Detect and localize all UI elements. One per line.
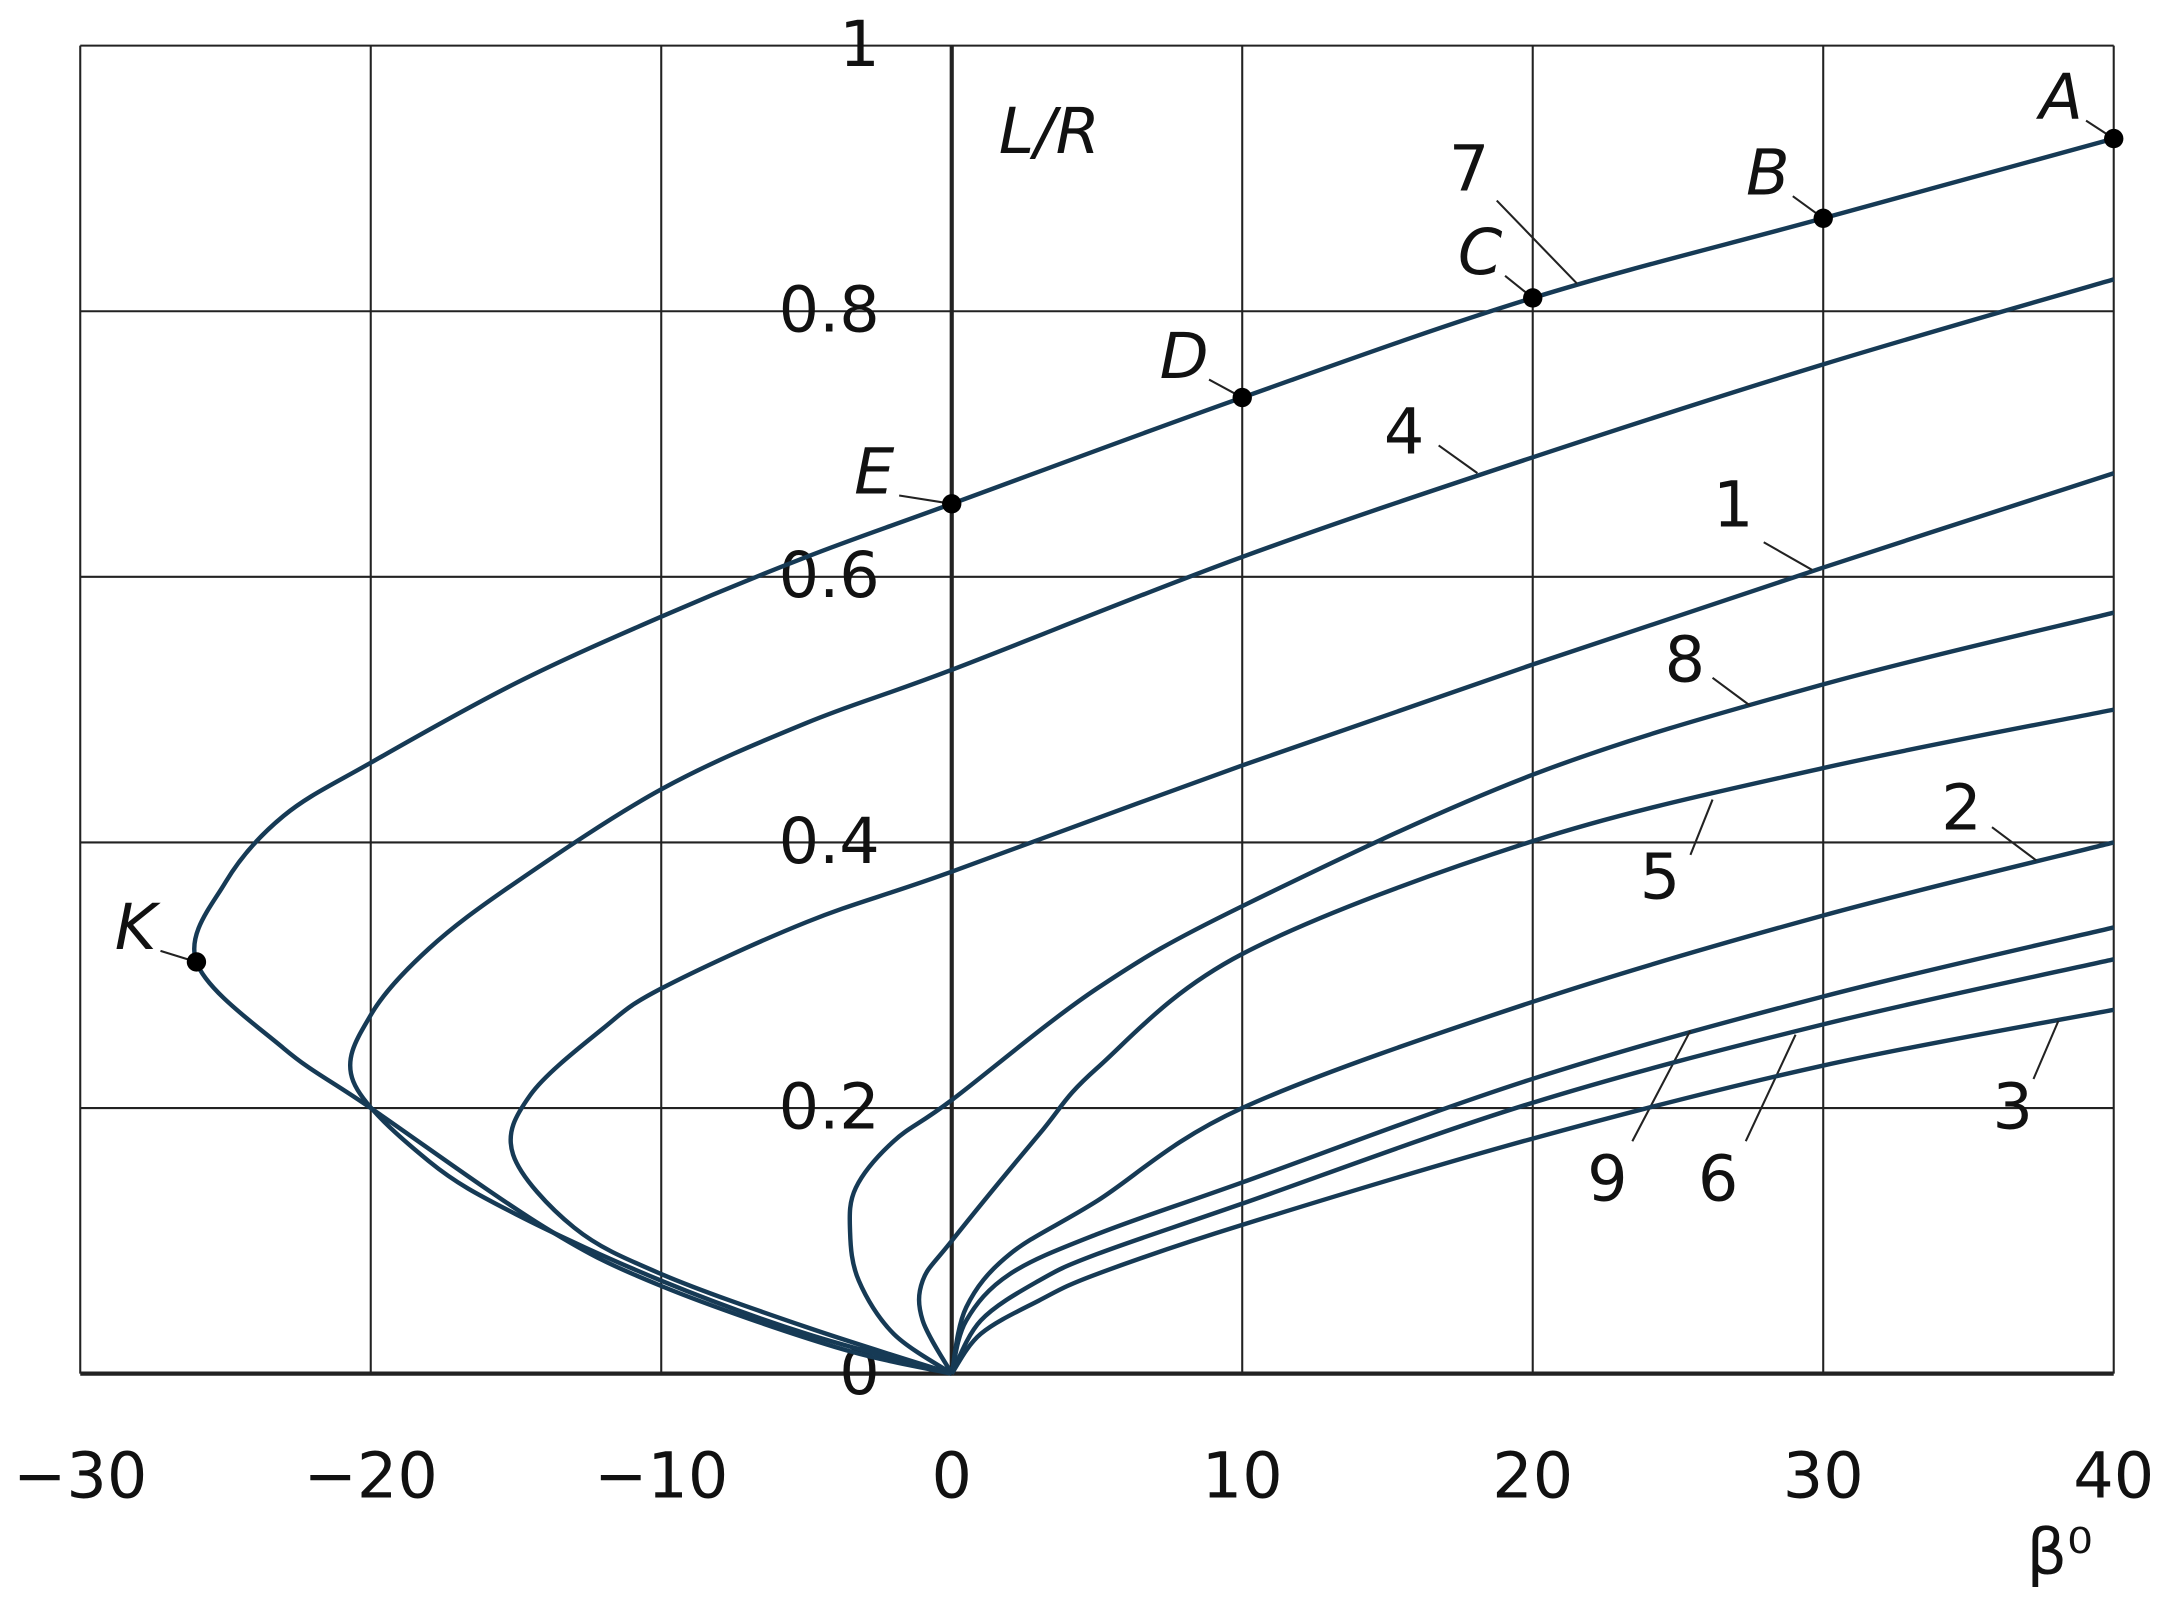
x-tick-label: 20 (1492, 1440, 1573, 1514)
y-tick-label: 0.6 (779, 539, 880, 613)
point-label: D (1160, 320, 1209, 394)
point-label: E (854, 436, 895, 510)
curve-label: 3 (1992, 1070, 2032, 1144)
y-tick-label: 0.2 (779, 1070, 880, 1144)
leader-line (1744, 1034, 1797, 1142)
leader-line (1631, 1030, 1692, 1142)
curve-label: 8 (1665, 624, 1705, 698)
curve-label: 4 (1384, 395, 1424, 469)
y-tick-label: 1 (839, 8, 879, 82)
point-label: C (1458, 216, 1503, 290)
x-tick-label: 30 (1783, 1440, 1864, 1514)
leader-line (1711, 676, 1751, 707)
point (942, 494, 962, 514)
curve-label: 5 (1640, 841, 1680, 915)
curve (508, 471, 2115, 1376)
leader-line (1689, 799, 1714, 856)
x-tick-label: −20 (304, 1440, 438, 1514)
leader-line (2032, 1020, 2060, 1080)
y-axis-label: L/R (999, 95, 1100, 169)
point (1232, 387, 1252, 408)
x-tick-label: −10 (594, 1440, 728, 1514)
y-tick-label: 0.4 (779, 805, 880, 879)
curve-label: 9 (1587, 1142, 1627, 1216)
x-tick-label: 10 (1202, 1440, 1283, 1514)
leader-line (1763, 541, 1813, 571)
curve-label: 2 (1941, 772, 1981, 846)
point-label: K (115, 891, 161, 965)
curve-label: 6 (1698, 1142, 1738, 1216)
x-tick-label: −30 (13, 1440, 147, 1514)
curve (916, 707, 2115, 1375)
leader-line (1991, 826, 2037, 862)
x-axis-label: β⁰ (2027, 1516, 2093, 1590)
point (1523, 288, 1543, 308)
curve (949, 957, 2115, 1375)
point (2104, 128, 2124, 149)
x-tick-label: 0 (931, 1440, 971, 1514)
curve (949, 840, 2115, 1375)
point-label: A (2035, 61, 2083, 135)
curve (347, 277, 2115, 1376)
curve (847, 610, 2115, 1376)
y-tick-label: 0.8 (779, 274, 880, 348)
point-label: B (1746, 136, 1790, 210)
point (1813, 208, 1833, 228)
point (186, 952, 207, 972)
curve (949, 1007, 2115, 1375)
leader-line (1438, 444, 1478, 474)
curve-label: 1 (1713, 469, 1753, 543)
curve-label: 7 (1449, 132, 1489, 206)
x-tick-label: 40 (2073, 1440, 2154, 1514)
curve (192, 136, 2115, 1376)
curve (949, 925, 2115, 1375)
leader-line (1496, 199, 1578, 285)
